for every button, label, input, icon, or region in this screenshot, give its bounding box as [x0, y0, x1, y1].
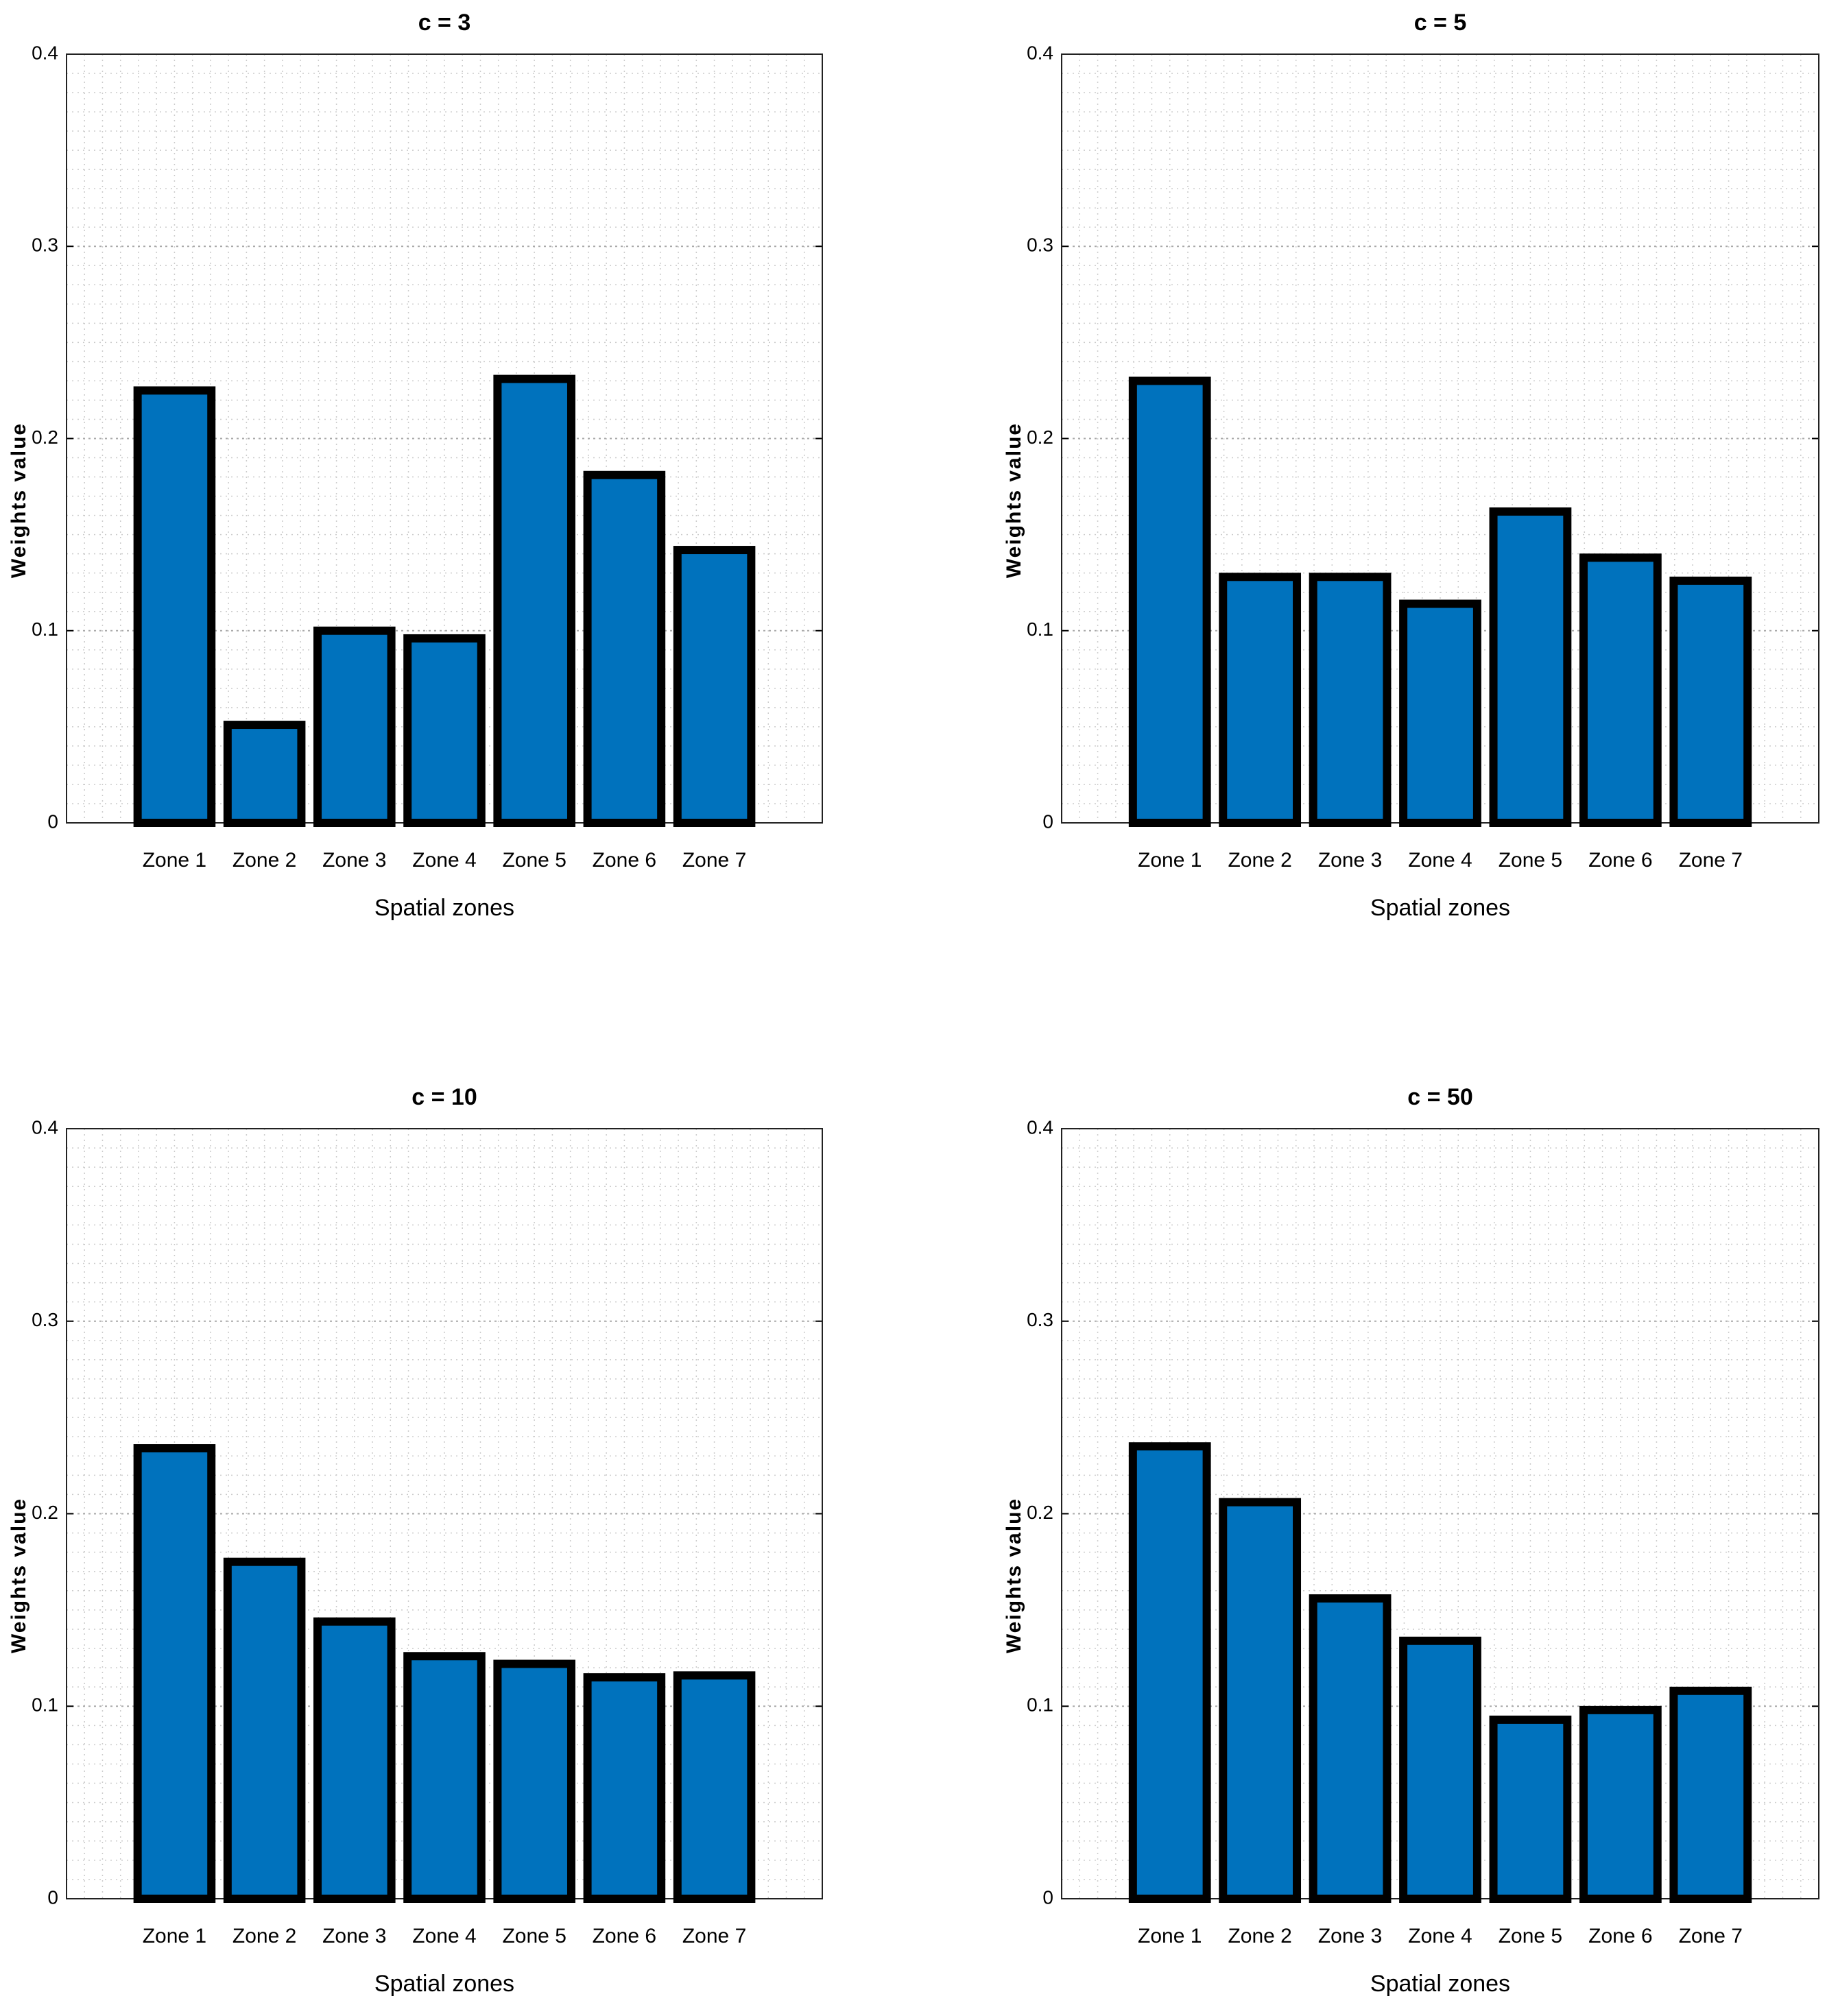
y-tick-label: 0.3	[1027, 1309, 1053, 1330]
bar	[313, 626, 396, 827]
bar	[1669, 576, 1752, 827]
x-axis-label: Spatial zones	[1370, 895, 1510, 921]
y-tick-label: 0.4	[1027, 42, 1053, 63]
y-tick-label: 0.1	[32, 619, 58, 640]
x-tick-label: Zone 6	[1588, 849, 1652, 872]
x-tick-label: Zone 7	[1679, 849, 1743, 872]
y-tick-label: 0.2	[1027, 1502, 1053, 1523]
x-tick-label: Zone 5	[1499, 1925, 1562, 1947]
x-tick-label: Zone 5	[502, 849, 566, 872]
x-tick-label: Zone 3	[1318, 1925, 1382, 1947]
y-tick-label: 0.3	[32, 235, 58, 256]
x-tick-label: Zone 5	[502, 1925, 566, 1947]
bar	[133, 386, 216, 827]
y-tick-label: 0.2	[1027, 427, 1053, 448]
bar	[1669, 1686, 1752, 1904]
x-tick-label: Zone 3	[322, 1925, 386, 1947]
bar	[1128, 1442, 1211, 1904]
bar	[1219, 573, 1302, 828]
bar	[493, 1659, 575, 1904]
x-tick-label: Zone 1	[1138, 849, 1202, 872]
y-axis-label: Weights value	[8, 422, 30, 578]
x-tick-label: Zone 4	[412, 1925, 476, 1947]
x-tick-label: Zone 5	[1499, 849, 1562, 872]
bar	[1219, 1498, 1302, 1903]
x-axis-label: Spatial zones	[1370, 1971, 1510, 1997]
chart-panel: 0 0.1 0.2 0.3 0.4 Zone 1 Zone 2 Zone 3 Zone 4 Zon…	[8, 10, 823, 921]
x-tick-label: Zone 4	[1408, 1925, 1472, 1947]
bar	[133, 1444, 216, 1903]
chart-panel: 0 0.1 0.2 0.3 0.4 Zone 1 Zone 2 Zone 3 Zone 4 Zon…	[1003, 1084, 1819, 1997]
x-tick-label: Zone 7	[682, 1925, 746, 1947]
bar	[583, 1673, 666, 1903]
chart-title: c = 3	[418, 10, 471, 36]
bar	[1399, 599, 1481, 827]
x-tick-label: Zone 6	[593, 1925, 656, 1947]
x-tick-label: Zone 4	[1408, 849, 1472, 872]
x-tick-label: Zone 3	[1318, 849, 1382, 872]
y-tick-label: 0.3	[32, 1309, 58, 1330]
x-tick-label: Zone 7	[1679, 1925, 1743, 1947]
x-tick-label: Zone 2	[232, 1925, 296, 1947]
y-axis-label: Weights value	[1003, 1498, 1025, 1653]
bar	[1399, 1636, 1481, 1903]
bar	[403, 634, 486, 828]
chart-title: c = 50	[1407, 1084, 1472, 1110]
bar	[673, 546, 756, 827]
x-tick-label: Zone 2	[1228, 1925, 1291, 1947]
bar	[1128, 376, 1211, 827]
x-tick-label: Zone 1	[143, 1925, 206, 1947]
bar	[1309, 573, 1392, 828]
bar	[493, 374, 575, 827]
x-tick-label: Zone 6	[593, 849, 656, 872]
bar	[403, 1652, 486, 1903]
y-tick-label: 0.1	[1027, 619, 1053, 640]
bar	[673, 1671, 756, 1904]
y-tick-label: 0	[1042, 1886, 1053, 1908]
x-tick-label: Zone 2	[232, 849, 296, 872]
y-tick-label: 0.2	[32, 1502, 58, 1523]
y-tick-label: 0.4	[1027, 1116, 1053, 1138]
y-tick-label: 0.1	[1027, 1694, 1053, 1716]
y-axis-label: Weights value	[8, 1498, 30, 1653]
chart-panel: 0 0.1 0.2 0.3 0.4 Zone 1 Zone 2 Zone 3 Zone 4 Zon…	[8, 1084, 823, 1997]
bar	[223, 721, 306, 828]
x-tick-label: Zone 3	[322, 849, 386, 872]
y-tick-label: 0	[47, 1886, 58, 1908]
x-tick-label: Zone 1	[143, 849, 206, 872]
x-axis-label: Spatial zones	[374, 895, 514, 921]
chart-title: c = 5	[1414, 10, 1467, 36]
y-axis-label: Weights value	[1003, 422, 1025, 578]
x-tick-label: Zone 7	[682, 849, 746, 872]
y-tick-label: 0.2	[32, 427, 58, 448]
y-tick-label: 0.4	[32, 42, 58, 63]
bar	[1489, 1715, 1572, 1904]
bar	[1309, 1594, 1392, 1904]
x-tick-label: Zone 6	[1588, 1925, 1652, 1947]
bar	[1489, 507, 1572, 827]
y-tick-label: 0.3	[1027, 235, 1053, 256]
x-tick-label: Zone 4	[412, 849, 476, 872]
bar	[1579, 553, 1662, 827]
x-tick-label: Zone 1	[1138, 1925, 1202, 1947]
x-tick-label: Zone 2	[1228, 849, 1291, 872]
y-tick-label: 0.4	[32, 1116, 58, 1138]
y-tick-label: 0	[1042, 811, 1053, 832]
bar	[1579, 1705, 1662, 1903]
x-axis-label: Spatial zones	[374, 1971, 514, 1997]
chart-title: c = 10	[411, 1084, 477, 1110]
bar	[583, 470, 666, 827]
y-tick-label: 0.1	[32, 1694, 58, 1716]
bar	[223, 1557, 306, 1903]
chart-panel: 0 0.1 0.2 0.3 0.4 Zone 1 Zone 2 Zone 3 Zone 4 Zon…	[1003, 10, 1819, 921]
bar	[313, 1617, 396, 1903]
y-tick-label: 0	[47, 811, 58, 832]
